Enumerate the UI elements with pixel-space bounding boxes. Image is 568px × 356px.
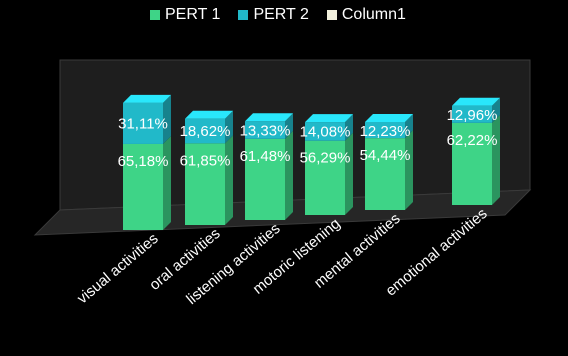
bar-top-3 (305, 114, 353, 123)
bar-top-0 (123, 94, 171, 103)
data-label-pert1-0: 65,18% (118, 153, 169, 170)
bar-top-5 (452, 97, 500, 106)
legend-item-column1: Column1 (326, 6, 406, 24)
legend-item-pert1: PERT 1 (150, 6, 220, 24)
data-label-pert1-2: 61,48% (240, 148, 291, 165)
data-label-pert2-1: 18,62% (180, 123, 231, 140)
bar-top-1 (185, 110, 233, 119)
bar-pert1-side-0 (163, 135, 171, 230)
data-label-pert2-0: 31,11% (118, 115, 168, 132)
legend-item-pert2: PERT 2 (238, 6, 309, 24)
bar-pert2-side-5 (492, 97, 500, 123)
data-label-pert1-5: 62,22% (447, 132, 498, 149)
bar-pert2-5 (452, 105, 492, 123)
bar-pert1-side-5 (492, 114, 500, 205)
data-label-pert1-1: 61,85% (180, 152, 231, 169)
bar-pert1-1 (185, 143, 225, 225)
bar-pert2-side-3 (345, 114, 353, 141)
bar-pert2-4 (365, 121, 405, 139)
data-label-pert2-4: 12,23% (360, 123, 411, 140)
legend-swatch-pert2 (238, 10, 249, 20)
data-label-pert1-3: 56,29% (300, 150, 351, 167)
bar-pert1-2 (245, 138, 285, 220)
bar-pert1-side-3 (345, 132, 353, 215)
data-label-pert2-3: 14,08% (300, 123, 351, 140)
bar-pert1-5 (452, 122, 492, 205)
legend-label-pert1: PERT 1 (165, 6, 221, 23)
legend-swatch-column1 (326, 10, 337, 20)
legend-label-column1: Column1 (341, 6, 406, 23)
data-label-pert2-5: 12,96% (447, 107, 498, 124)
legend-swatch-pert1 (150, 10, 160, 20)
data-label-pert2-2: 13,33% (240, 122, 291, 139)
category-label-2: listening activities (183, 220, 283, 308)
bar-pert2-0 (123, 102, 163, 144)
bar-pert2-side-1 (225, 110, 233, 144)
bar-pert2-side-0 (163, 94, 171, 144)
bar-pert1-3 (305, 140, 345, 215)
bar-pert1-side-2 (285, 130, 293, 220)
bar-pert2-3 (305, 122, 345, 141)
data-label-pert1-4: 54,44% (360, 147, 411, 164)
bar-top-2 (245, 113, 293, 122)
category-label-0: visual activities (74, 230, 162, 307)
bar-pert1-side-4 (405, 130, 413, 210)
bar-pert2-1 (185, 118, 225, 144)
bar-pert2-2 (245, 121, 285, 139)
bar-pert2-side-4 (405, 113, 413, 139)
bar-top-4 (365, 113, 413, 122)
bar-pert1-side-1 (225, 135, 233, 225)
bar-pert1-4 (365, 138, 405, 210)
bar-pert2-side-2 (285, 113, 293, 139)
bar-pert1-0 (123, 143, 163, 230)
chart-legend: PERT 1 PERT 2 Column1 (150, 6, 406, 24)
legend-label-pert2: PERT 2 (253, 6, 309, 23)
